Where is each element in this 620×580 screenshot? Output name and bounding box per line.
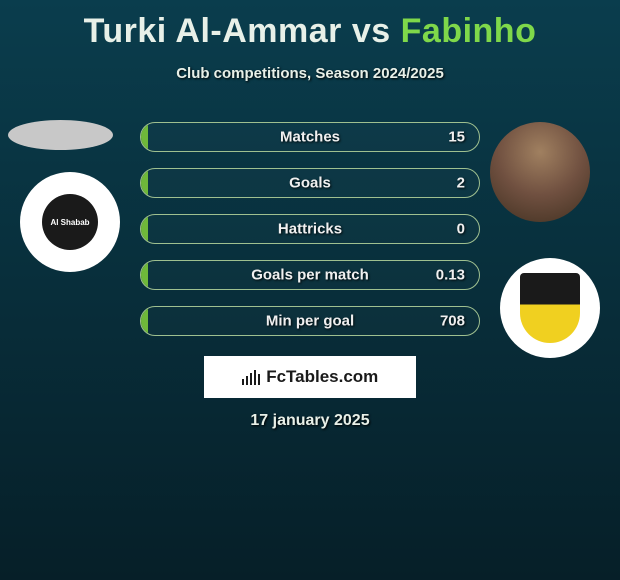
stat-row-matches: Matches 15 <box>140 122 480 152</box>
player2-avatar <box>490 122 590 222</box>
stat-row-goals: Goals 2 <box>140 168 480 198</box>
stat-row-hattricks: Hattricks 0 <box>140 214 480 244</box>
stat-label: Goals per match <box>251 267 369 284</box>
player1-club-badge: Al Shabab <box>20 172 120 272</box>
player1-avatar-placeholder <box>8 120 113 150</box>
stat-fill <box>141 215 148 243</box>
stat-value: 0.13 <box>436 267 465 284</box>
stat-label: Matches <box>280 129 340 146</box>
chart-icon <box>242 369 261 385</box>
stat-value: 15 <box>448 129 465 146</box>
club-right-logo <box>520 273 580 343</box>
stat-label: Goals <box>289 175 331 192</box>
chart-icon-bar <box>258 374 261 385</box>
stat-label: Hattricks <box>278 221 342 238</box>
chart-icon-bar <box>254 370 257 385</box>
stat-fill <box>141 169 148 197</box>
stat-value: 708 <box>440 313 465 330</box>
player2-name: Fabinho <box>401 12 537 50</box>
subtitle: Club competitions, Season 2024/2025 <box>0 65 620 82</box>
chart-icon-bar <box>242 379 245 385</box>
stat-bars: Matches 15 Goals 2 Hattricks 0 Goals per… <box>140 122 480 352</box>
chart-icon-bar <box>246 376 249 385</box>
comparison-title: Turki Al-Ammar vs Fabinho <box>0 0 620 51</box>
brand-watermark: FcTables.com <box>204 356 416 398</box>
snapshot-date: 17 january 2025 <box>250 412 369 430</box>
player1-name: Turki Al-Ammar <box>84 12 342 50</box>
stat-value: 2 <box>457 175 465 192</box>
club-left-logo: Al Shabab <box>42 194 98 250</box>
stat-row-goals-per-match: Goals per match 0.13 <box>140 260 480 290</box>
vs-label: vs <box>352 12 391 50</box>
stat-row-min-per-goal: Min per goal 708 <box>140 306 480 336</box>
stat-value: 0 <box>457 221 465 238</box>
player2-club-badge <box>500 258 600 358</box>
stat-fill <box>141 123 148 151</box>
stat-fill <box>141 307 148 335</box>
club-left-name: Al Shabab <box>50 218 89 227</box>
stat-label: Min per goal <box>266 313 354 330</box>
chart-icon-bar <box>250 373 253 385</box>
brand-text: FcTables.com <box>266 367 378 387</box>
stat-fill <box>141 261 148 289</box>
